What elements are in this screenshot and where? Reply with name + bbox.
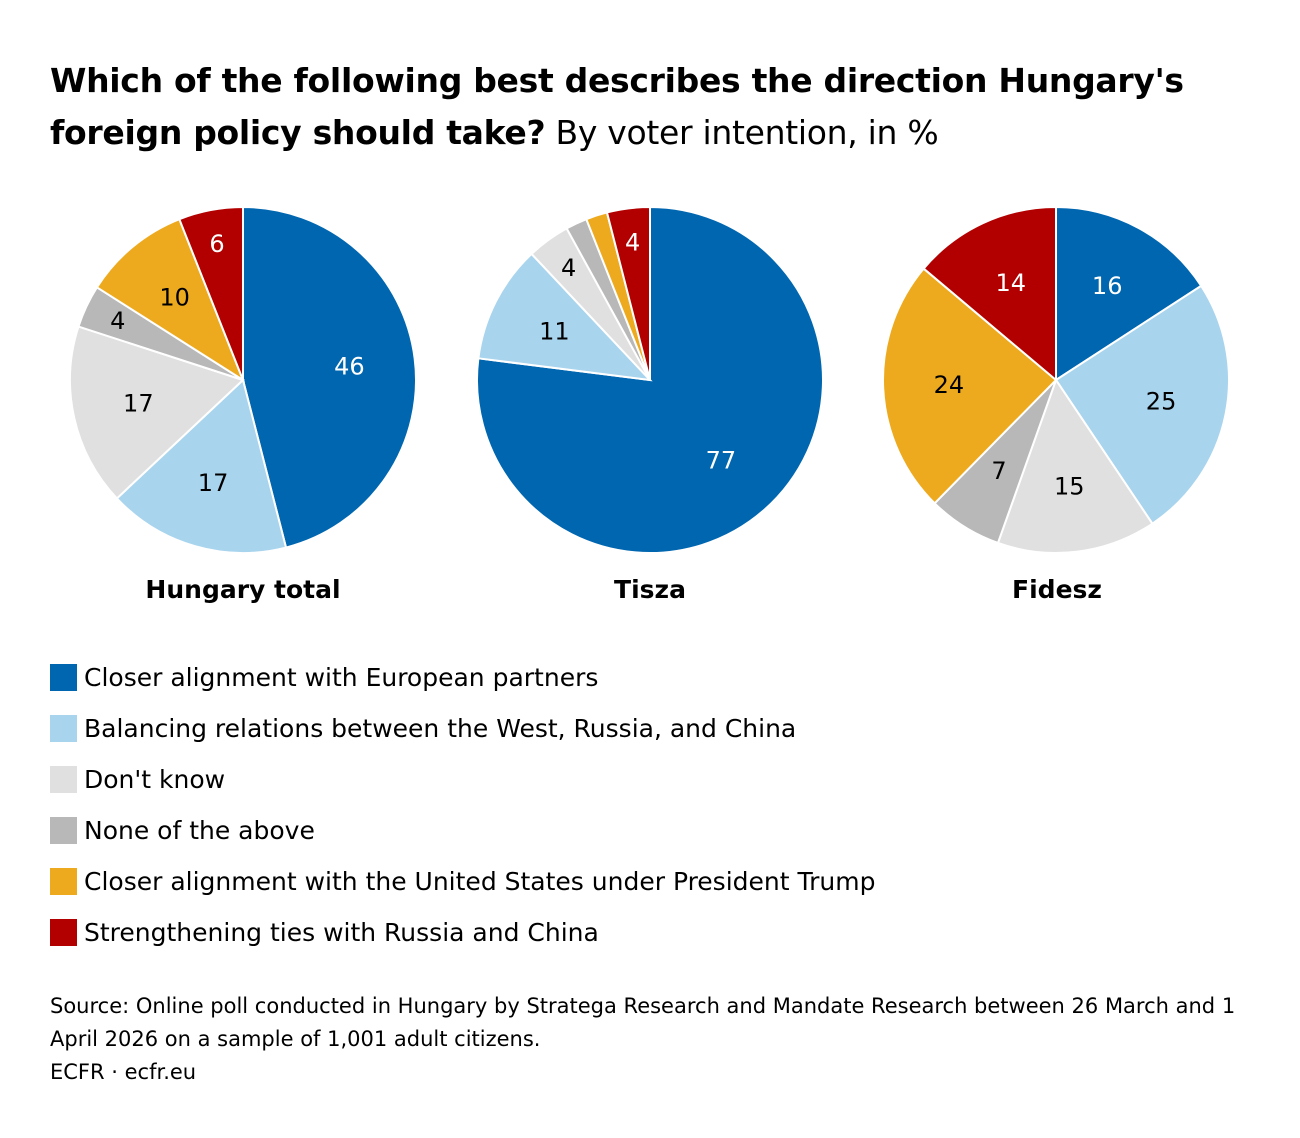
legend-item-none: None of the above xyxy=(50,805,875,856)
legend-label: Balancing relations between the West, Ru… xyxy=(84,714,797,743)
pie-slice-label: 6 xyxy=(209,230,224,258)
pie-slice-label: 4 xyxy=(110,307,125,335)
pie-slice xyxy=(882,267,1058,505)
pie-slice xyxy=(242,205,417,549)
legend-swatch xyxy=(50,868,77,895)
pie-slice-label: 17 xyxy=(123,389,154,417)
legend-swatch xyxy=(50,715,77,742)
pie-slice xyxy=(178,205,244,381)
pie-slice xyxy=(69,325,245,500)
chart-subtitle: By voter intention, in % xyxy=(555,113,939,152)
pie-slice-label: 4 xyxy=(625,229,640,257)
pie-slice-label: 24 xyxy=(934,371,965,399)
legend-item-european: Closer alignment with European partners xyxy=(50,652,875,703)
pie-slice xyxy=(477,252,653,382)
pie-slice-label: 17 xyxy=(198,469,229,497)
pie-slice-label: 77 xyxy=(706,446,737,474)
pie-slice-label: 14 xyxy=(995,269,1026,297)
chart-title: Which of the following best describes th… xyxy=(50,55,1270,159)
pie-slice-label: 15 xyxy=(1054,472,1085,500)
legend-label: None of the above xyxy=(84,816,315,845)
pie-slice-label: 10 xyxy=(159,283,190,311)
pie-slice-label: 7 xyxy=(991,457,1006,485)
pie-2: 77 11 4 4 xyxy=(476,205,824,554)
pie-slice xyxy=(115,378,288,554)
pie-slice xyxy=(605,205,651,381)
pie-slice-label: 4 xyxy=(561,254,576,282)
pie-slice xyxy=(996,377,1154,554)
pie-title-fidesz: Fidesz xyxy=(1012,575,1102,604)
legend: Closer alignment with European partners … xyxy=(50,652,875,958)
pie-charts: 46 17 17 4 10 6 77 11 4 4 16 25 15 7 24 14 xyxy=(69,205,1230,554)
pie-slice xyxy=(95,217,246,383)
pie-slice xyxy=(1055,205,1203,382)
pie-title-hungary-total: Hungary total xyxy=(145,575,341,604)
chart-title-question: Which of the following best describes th… xyxy=(50,61,1184,152)
pie-slice-label: 25 xyxy=(1146,388,1177,416)
legend-item-dont-know: Don't know xyxy=(50,754,875,805)
legend-label: Closer alignment with the United States … xyxy=(84,867,876,896)
source-credit: ECFR · ecfr.eu xyxy=(50,1060,197,1084)
legend-swatch xyxy=(50,817,77,844)
pie-slice xyxy=(922,205,1057,383)
legend-label: Strengthening ties with Russia and China xyxy=(84,918,599,947)
pie-slice xyxy=(1054,284,1230,526)
legend-item-us-trump: Closer alignment with the United States … xyxy=(50,856,875,907)
pie-1: 46 17 17 4 10 6 xyxy=(69,205,417,554)
pie-3: 16 25 15 7 24 14 xyxy=(882,205,1230,554)
pie-title-tisza: Tisza xyxy=(614,575,686,604)
pie-slice-label: 11 xyxy=(539,317,570,345)
pie-slice-label: 16 xyxy=(1092,272,1123,300)
legend-label: Closer alignment with European partners xyxy=(84,663,599,692)
pie-slice-label: 46 xyxy=(334,353,365,381)
legend-label: Don't know xyxy=(84,765,226,794)
legend-swatch xyxy=(50,664,77,691)
source-text: Source: Online poll conducted in Hungary… xyxy=(50,994,1236,1051)
legend-item-balancing: Balancing relations between the West, Ru… xyxy=(50,703,875,754)
legend-swatch xyxy=(50,766,77,793)
legend-swatch xyxy=(50,919,77,946)
source-note: Source: Online poll conducted in Hungary… xyxy=(50,990,1270,1089)
legend-item-russia-china: Strengthening ties with Russia and China xyxy=(50,907,875,958)
